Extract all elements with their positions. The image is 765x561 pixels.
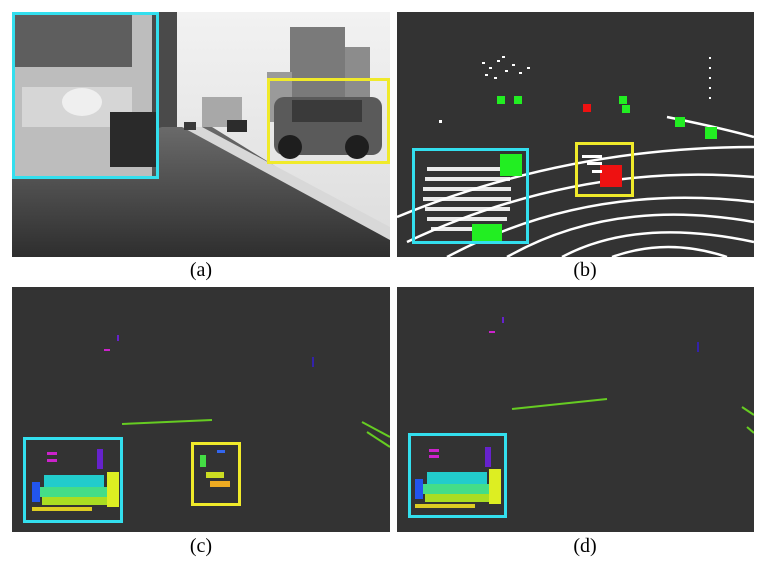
scattered-points [439,56,711,123]
truck-wheel [110,112,158,167]
car-colored-cluster [200,450,230,487]
distant-car [184,122,196,130]
truck-windshield [12,12,132,67]
car-point-cluster [582,155,602,173]
caption-d: (d) [573,535,597,557]
detection-box-yellow [575,142,634,197]
truck-headlight [62,88,102,116]
truck-colored-cluster [32,449,119,511]
segmentation-scene-d [408,317,754,518]
pointcloud-scene [397,56,754,257]
green-markers [472,96,717,242]
caption-a: (a) [189,259,213,281]
caption-b: (b) [573,259,597,281]
truck-point-cluster [423,167,511,231]
truck-colored-cluster [415,447,501,508]
panel-b-lidar-pointcloud [397,12,754,257]
taxi-windows [292,100,362,122]
taxi-wheel [345,135,369,159]
distant-points [489,317,699,352]
taxi-wheel [278,135,302,159]
distant-car [227,120,247,132]
ground-line-segments [511,398,754,434]
detection-box-cyan [412,148,529,244]
panel-d-segmentation [397,287,754,532]
detection-box-cyan [23,437,123,523]
detection-box-yellow [267,78,390,164]
ground-rings [397,115,754,257]
panel-c-segmentation [12,287,390,532]
caption-c: (c) [189,535,213,557]
panel-a-camera-image [12,12,390,257]
ground-line-segments [121,419,390,448]
lane-curb [182,127,390,240]
detection-box-cyan [408,433,507,518]
camera-scene [12,12,390,257]
segmentation-scene-c [23,335,390,523]
detection-box-yellow [191,442,241,506]
red-markers [583,104,622,187]
distant-points [104,335,314,367]
detection-box-cyan [12,12,159,179]
